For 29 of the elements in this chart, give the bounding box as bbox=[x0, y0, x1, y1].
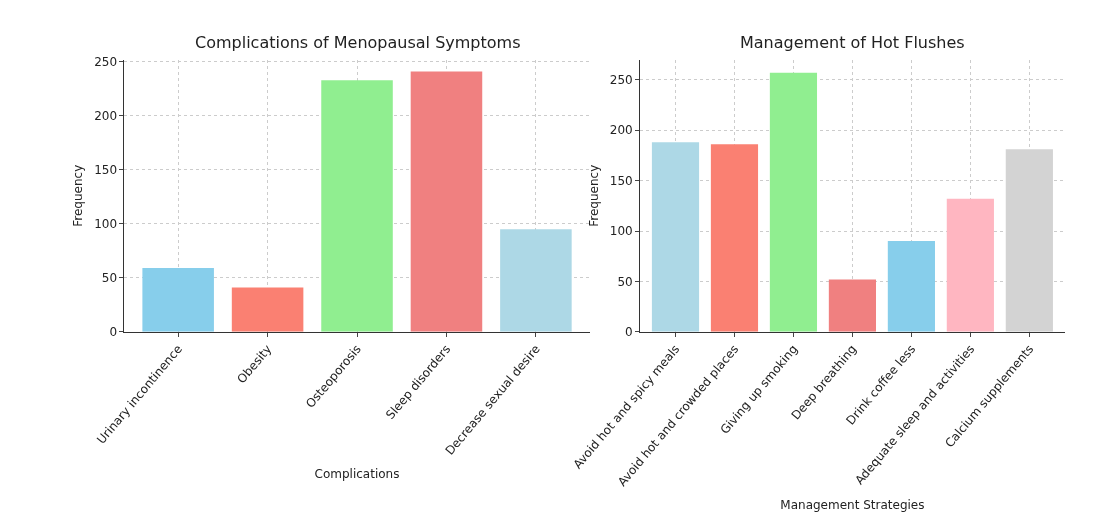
bar bbox=[142, 268, 214, 332]
y-tick-label: 150 bbox=[94, 163, 118, 177]
bar bbox=[828, 279, 876, 332]
y-tick-label: 200 bbox=[609, 123, 633, 138]
chart-title: Management of Hot Flushes bbox=[740, 33, 965, 52]
bar bbox=[946, 198, 994, 332]
y-tick-label: 200 bbox=[94, 108, 118, 123]
bar bbox=[500, 229, 572, 332]
chart-title: Complications of Menopausal Symptoms bbox=[195, 33, 521, 52]
bar bbox=[651, 142, 700, 332]
bar bbox=[887, 241, 935, 332]
y-tick-label: 50 bbox=[101, 271, 118, 286]
y-tick-label: 150 bbox=[609, 173, 633, 188]
bar bbox=[710, 144, 759, 332]
x-axis-title: Management Strategies bbox=[780, 497, 925, 512]
y-tick-label: 100 bbox=[94, 217, 118, 232]
bar bbox=[769, 72, 818, 332]
y-tick-label: 0 bbox=[109, 325, 118, 340]
x-axis-title: Complications bbox=[314, 466, 400, 481]
y-tick-label: 50 bbox=[617, 274, 633, 289]
y-tick-label: 250 bbox=[609, 72, 633, 87]
bar bbox=[321, 80, 393, 332]
y-axis-title: Frequency bbox=[587, 164, 602, 227]
bar bbox=[231, 287, 304, 332]
y-tick-label: 0 bbox=[625, 325, 633, 340]
y-axis-title: Frequency bbox=[71, 164, 86, 227]
bar bbox=[410, 71, 483, 332]
y-tick-label: 250 bbox=[94, 54, 118, 69]
y-tick-label: 100 bbox=[609, 224, 633, 239]
